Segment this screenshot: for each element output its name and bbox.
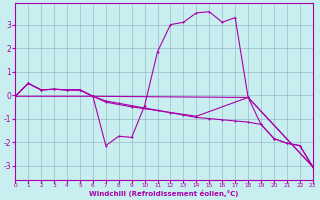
X-axis label: Windchill (Refroidissement éolien,°C): Windchill (Refroidissement éolien,°C) [89, 190, 239, 197]
